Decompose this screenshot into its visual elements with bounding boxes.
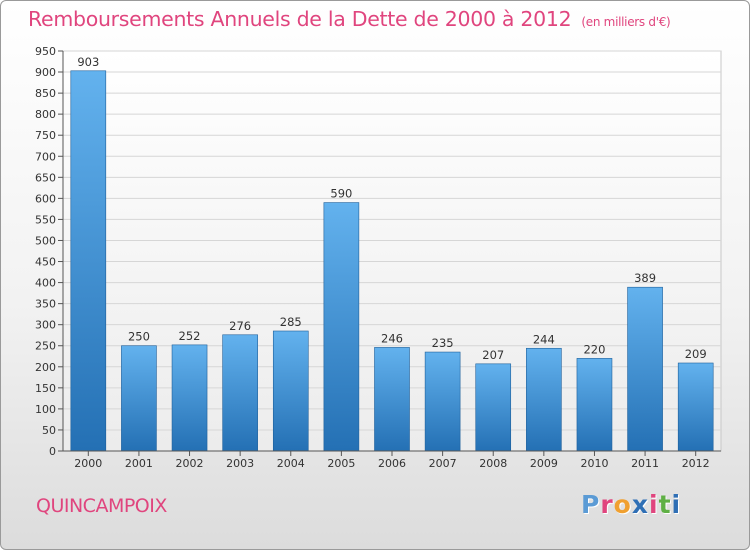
y-tick-label: 50: [42, 424, 56, 437]
chart-title: Remboursements Annuels de la Dette de 20…: [28, 7, 671, 31]
bar-2004: [272, 330, 309, 452]
bar-value-label: 207: [482, 348, 504, 362]
y-tick-label: 700: [35, 150, 56, 163]
x-tick-label: 2010: [580, 457, 608, 470]
y-tick-label: 200: [35, 361, 56, 374]
x-tick-label: 2009: [530, 457, 558, 470]
y-tick-label: 650: [35, 171, 56, 184]
bar-value-label: 389: [634, 271, 656, 285]
y-tick-label: 300: [35, 319, 56, 332]
x-tick-label: 2007: [429, 457, 457, 470]
bar-2006: [374, 347, 410, 452]
bar-value-label: 590: [330, 187, 352, 201]
bar-2008: [475, 363, 512, 452]
y-tick-label: 850: [35, 87, 56, 100]
bar-2000: [70, 70, 107, 452]
x-tick-label: 2003: [226, 457, 254, 470]
proxiti-logo-letter: x: [631, 490, 649, 519]
bar-2002: [171, 344, 208, 452]
y-tick-label: 450: [35, 256, 56, 269]
proxiti-logo-letter: i: [671, 490, 682, 519]
bar-value-label: 235: [432, 336, 454, 350]
proxiti-logo-letter: P: [581, 490, 601, 519]
y-tick-label: 800: [35, 108, 56, 121]
bar-2011: [627, 286, 663, 452]
chart-title-text: Remboursements Annuels de la Dette de 20…: [28, 7, 572, 31]
bar-value-label: 220: [583, 342, 605, 356]
x-tick-label: 2012: [682, 457, 710, 470]
proxiti-logo-letter: i: [649, 490, 659, 519]
x-tick-label: 2011: [631, 457, 659, 470]
bar-value-label: 285: [280, 315, 302, 329]
commune-name: QUINCAMPOIX: [36, 495, 167, 517]
y-tick-label: 550: [35, 213, 56, 226]
bar-2001: [121, 345, 157, 452]
x-tick-label: 2004: [277, 457, 305, 470]
bar-value-label: 250: [128, 330, 150, 344]
x-tick-label: 2002: [176, 457, 204, 470]
y-tick-label: 900: [35, 66, 56, 79]
bar-2007: [424, 351, 461, 452]
bar-2005: [323, 202, 360, 452]
bar-2009: [526, 347, 562, 452]
y-tick-label: 950: [35, 45, 56, 58]
bar-2010: [576, 358, 613, 452]
bar-value-label: 252: [179, 329, 201, 343]
y-tick-label: 750: [35, 129, 56, 142]
bar-value-label: 209: [685, 347, 707, 361]
proxiti-logo-letter: t: [658, 490, 672, 519]
x-tick-label: 2000: [74, 457, 102, 470]
x-tick-label: 2006: [378, 457, 406, 470]
proxiti-logo-letter: o: [613, 490, 632, 519]
bar-2003: [222, 334, 258, 452]
y-tick-label: 150: [35, 382, 56, 395]
y-tick-label: 500: [35, 234, 56, 247]
y-tick-label: 0: [49, 445, 56, 458]
bar-2012: [677, 362, 714, 452]
y-tick-label: 250: [35, 340, 56, 353]
bar-value-label: 244: [533, 332, 555, 346]
x-tick-label: 2005: [327, 457, 355, 470]
y-tick-label: 350: [35, 298, 56, 311]
y-tick-label: 400: [35, 277, 56, 290]
y-tick-label: 600: [35, 192, 56, 205]
x-tick-label: 2001: [125, 457, 153, 470]
bar-value-label: 246: [381, 331, 403, 345]
x-tick-label: 2008: [479, 457, 507, 470]
proxiti-logo: Proxiti: [581, 490, 681, 519]
proxiti-logo-letter: r: [600, 490, 614, 519]
bar-value-label: 276: [229, 319, 251, 333]
bar-value-label: 903: [77, 55, 99, 69]
y-tick-label: 100: [35, 403, 56, 416]
chart-unit: (en milliers d'€): [581, 15, 671, 29]
